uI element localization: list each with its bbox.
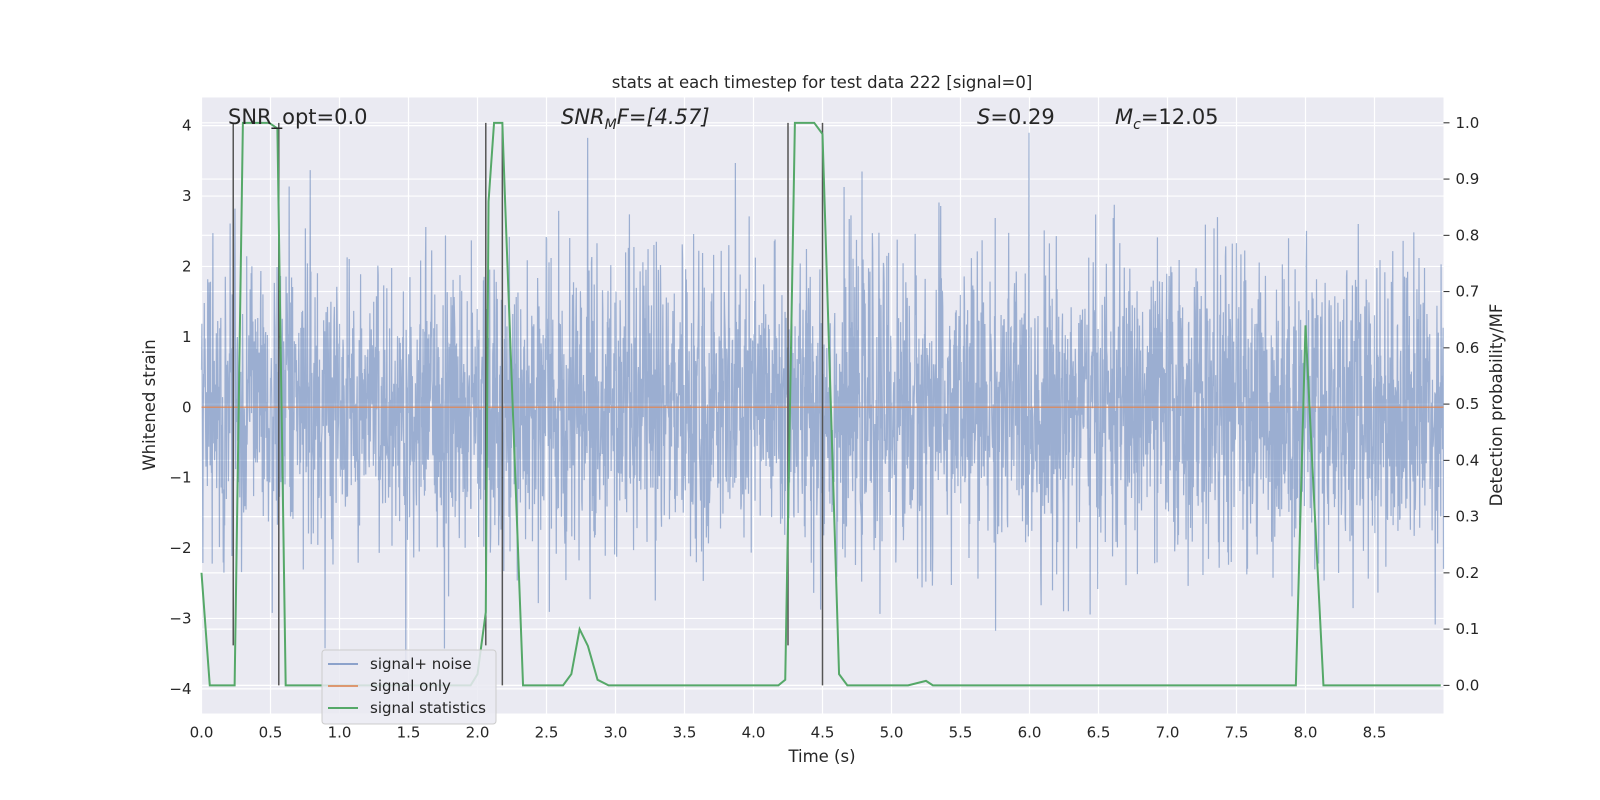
y-right-tick-label: 0.8 — [1456, 226, 1480, 244]
y-right-tick-label: 0.3 — [1456, 508, 1480, 526]
annotation-mc-value: =12.05 — [1141, 105, 1219, 129]
legend-label-signal: signal only — [370, 677, 451, 695]
legend-label-noise: signal+ noise — [370, 655, 472, 673]
x-tick-label: 2.0 — [466, 724, 490, 742]
y-tick-label: −2 — [169, 539, 191, 557]
y-right-tick-label: 0.0 — [1456, 676, 1480, 694]
annotation-s: S=0.29 — [977, 105, 1055, 129]
x-tick-label: 0.5 — [259, 724, 283, 742]
y-right-tick-label: 0.7 — [1456, 283, 1480, 301]
y-axis-label: Whitened strain — [140, 339, 159, 470]
y-right-tick-label: 0.2 — [1456, 564, 1480, 582]
annotation-mc-symbol: M — [1115, 105, 1133, 129]
y-tick-label: −1 — [169, 469, 191, 487]
y-tick-label: 2 — [182, 257, 192, 275]
y-right-tick-label: 0.4 — [1456, 451, 1480, 469]
annotation-s-value: =0.29 — [990, 105, 1054, 129]
y-tick-label: −4 — [169, 680, 191, 698]
x-axis-label: Time (s) — [787, 747, 855, 766]
x-tick-label: 8.0 — [1294, 724, 1318, 742]
stats-line — [200, 121, 1441, 687]
y-right-tick-label: 0.1 — [1456, 620, 1480, 638]
x-tick-label: 4.0 — [742, 724, 766, 742]
y-axis-label-right: Detection probability/MF — [1487, 304, 1506, 507]
x-tick-label: 7.0 — [1156, 724, 1180, 742]
ticks: 0.0 0.5 1.0 1.5 2.0 2.5 3.0 3.5 4.0 4.5 5.0 5.5 6.0 6… — [169, 114, 1479, 742]
x-tick-label: 5.5 — [949, 724, 973, 742]
x-tick-label: 3.0 — [604, 724, 628, 742]
y-tick-label: 3 — [182, 187, 192, 205]
legend-label-stats: signal statistics — [370, 699, 486, 717]
stats-series — [200, 121, 1441, 687]
x-tick-label: 5.0 — [880, 724, 904, 742]
y-right-tick-label: 0.5 — [1456, 395, 1480, 413]
x-tick-label: 0.0 — [190, 724, 214, 742]
x-tick-label: 6.0 — [1018, 724, 1042, 742]
legend-box — [321, 649, 497, 725]
x-tick-label: 3.5 — [673, 724, 697, 742]
annotation-s-symbol: S — [977, 105, 990, 129]
x-tick-label: 1.0 — [328, 724, 352, 742]
x-tick-label: 1.5 — [397, 724, 421, 742]
annotation-snr-mf-subscript: M — [605, 117, 617, 133]
x-tick-label: 4.5 — [811, 724, 835, 742]
y-tick-label: 4 — [182, 117, 192, 135]
annotation-snr-mf-symbol: SNR — [561, 105, 605, 129]
annotation-snr-opt: SNR_opt=0.0 — [228, 105, 368, 130]
y-tick-label: −3 — [169, 609, 191, 627]
x-tick-label: 2.5 — [535, 724, 559, 742]
y-right-tick-label: 1.0 — [1456, 114, 1480, 132]
annotation-mc: Mc=12.05 — [1115, 105, 1219, 133]
legend: signal+ noise signal only signal statist… — [321, 649, 497, 725]
annotation-mc-subscript: c — [1133, 117, 1141, 133]
x-tick-label: 7.5 — [1225, 724, 1249, 742]
y-right-tick-label: 0.9 — [1456, 170, 1480, 188]
annotation-snr-mf: SNRMF=[4.57] — [561, 105, 710, 133]
x-tick-label: 8.5 — [1363, 724, 1387, 742]
y-tick-label: 1 — [182, 328, 192, 346]
annotation-snr-mf-value: F=[4.57] — [617, 105, 710, 129]
y-tick-label: 0 — [182, 398, 192, 416]
x-tick-label: 6.5 — [1087, 724, 1111, 742]
y-right-tick-label: 0.6 — [1456, 339, 1480, 357]
chart-title: stats at each timestep for test data 222… — [612, 73, 1033, 92]
